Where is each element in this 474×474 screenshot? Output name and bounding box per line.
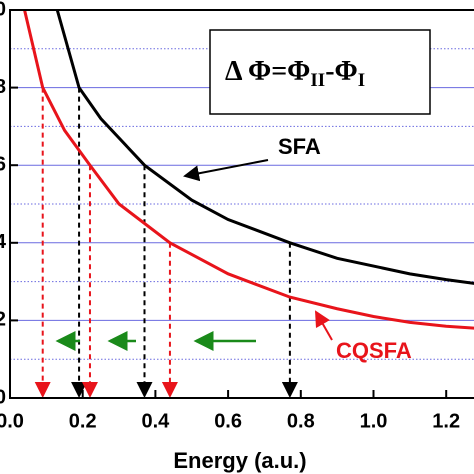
x-tick-label: 0.8 (287, 410, 315, 432)
x-tick-label: 1.0 (360, 410, 388, 432)
y-tick-label: 4 (0, 231, 7, 253)
x-tick-label: 1.2 (432, 410, 460, 432)
formula-sub: I (358, 70, 365, 91)
y-tick-label: 6 (0, 153, 6, 175)
series-line (23, 9, 474, 330)
series-line (55, 9, 474, 285)
cqsfa-label: CQSFA (336, 338, 412, 363)
x-axis-label: Energy (a.u.) (173, 448, 306, 473)
y-tick-label: 8 (0, 76, 6, 98)
sfa-pointer (183, 159, 269, 182)
x-tick-label: 0.0 (0, 410, 24, 432)
y-tick-label: 0 (0, 386, 6, 408)
formula-part: -Φ (325, 56, 358, 87)
y-tick-label: 10 (0, 0, 6, 20)
formula-sub: II (310, 70, 325, 91)
formula-box (209, 29, 431, 115)
y-tick-label: 2 (0, 309, 6, 331)
cqsfa-pointer (315, 310, 333, 341)
sfa-label: SFA (278, 134, 321, 159)
plot-frame (9, 9, 474, 399)
x-tick-label: 0.2 (69, 410, 97, 432)
formula-part: Δ Φ=Φ (225, 56, 310, 87)
formula: Δ Φ=ΦII-ΦI (225, 56, 365, 91)
x-tick-label: 0.4 (141, 410, 170, 432)
x-tick-label: 0.6 (214, 410, 242, 432)
